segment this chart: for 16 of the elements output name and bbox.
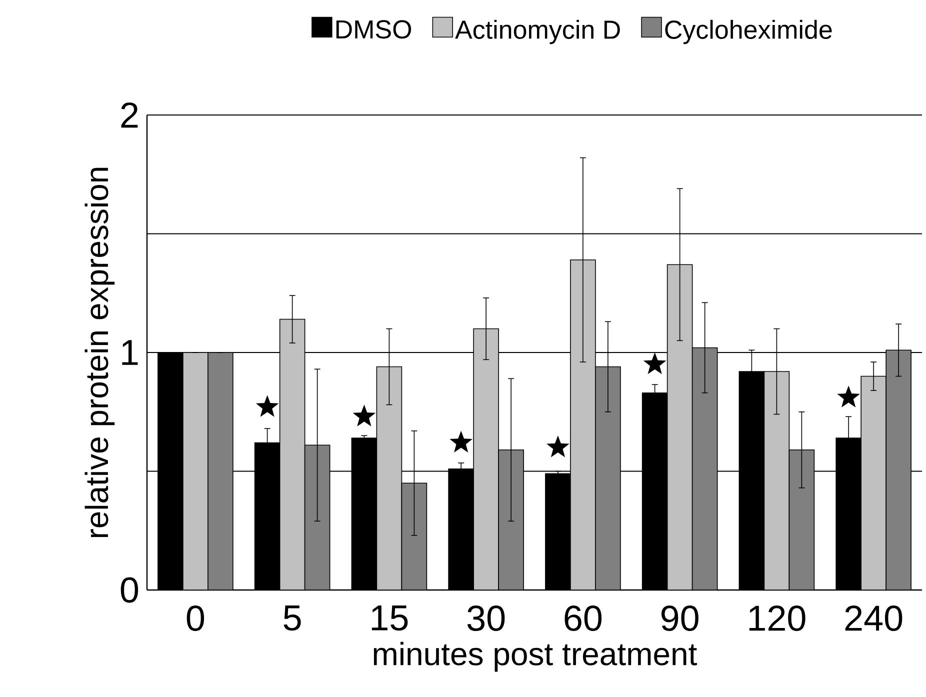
legend-label: Actinomycin D	[455, 20, 620, 44]
x-tick-label: 90	[661, 606, 698, 632]
y-tick-label: 2	[121, 102, 138, 128]
legend-label: DMSO	[336, 20, 412, 39]
x-tick-label: 30	[467, 606, 505, 632]
x-tick-label: 15	[372, 606, 408, 631]
x-axis-title: minutes post treatment	[374, 642, 697, 672]
y-tick-label: 1	[122, 340, 138, 365]
x-tick-label: 240	[845, 606, 902, 632]
y-tick-label: 0	[120, 577, 138, 603]
legend-label: Cycloheximide	[665, 20, 832, 44]
x-tick-label: 60	[564, 606, 602, 632]
x-tick-label: 120	[749, 606, 806, 632]
x-tick-label: 0	[186, 606, 204, 632]
y-axis-title: relative protein expression	[84, 168, 115, 538]
x-tick-label: 5	[284, 606, 301, 631]
